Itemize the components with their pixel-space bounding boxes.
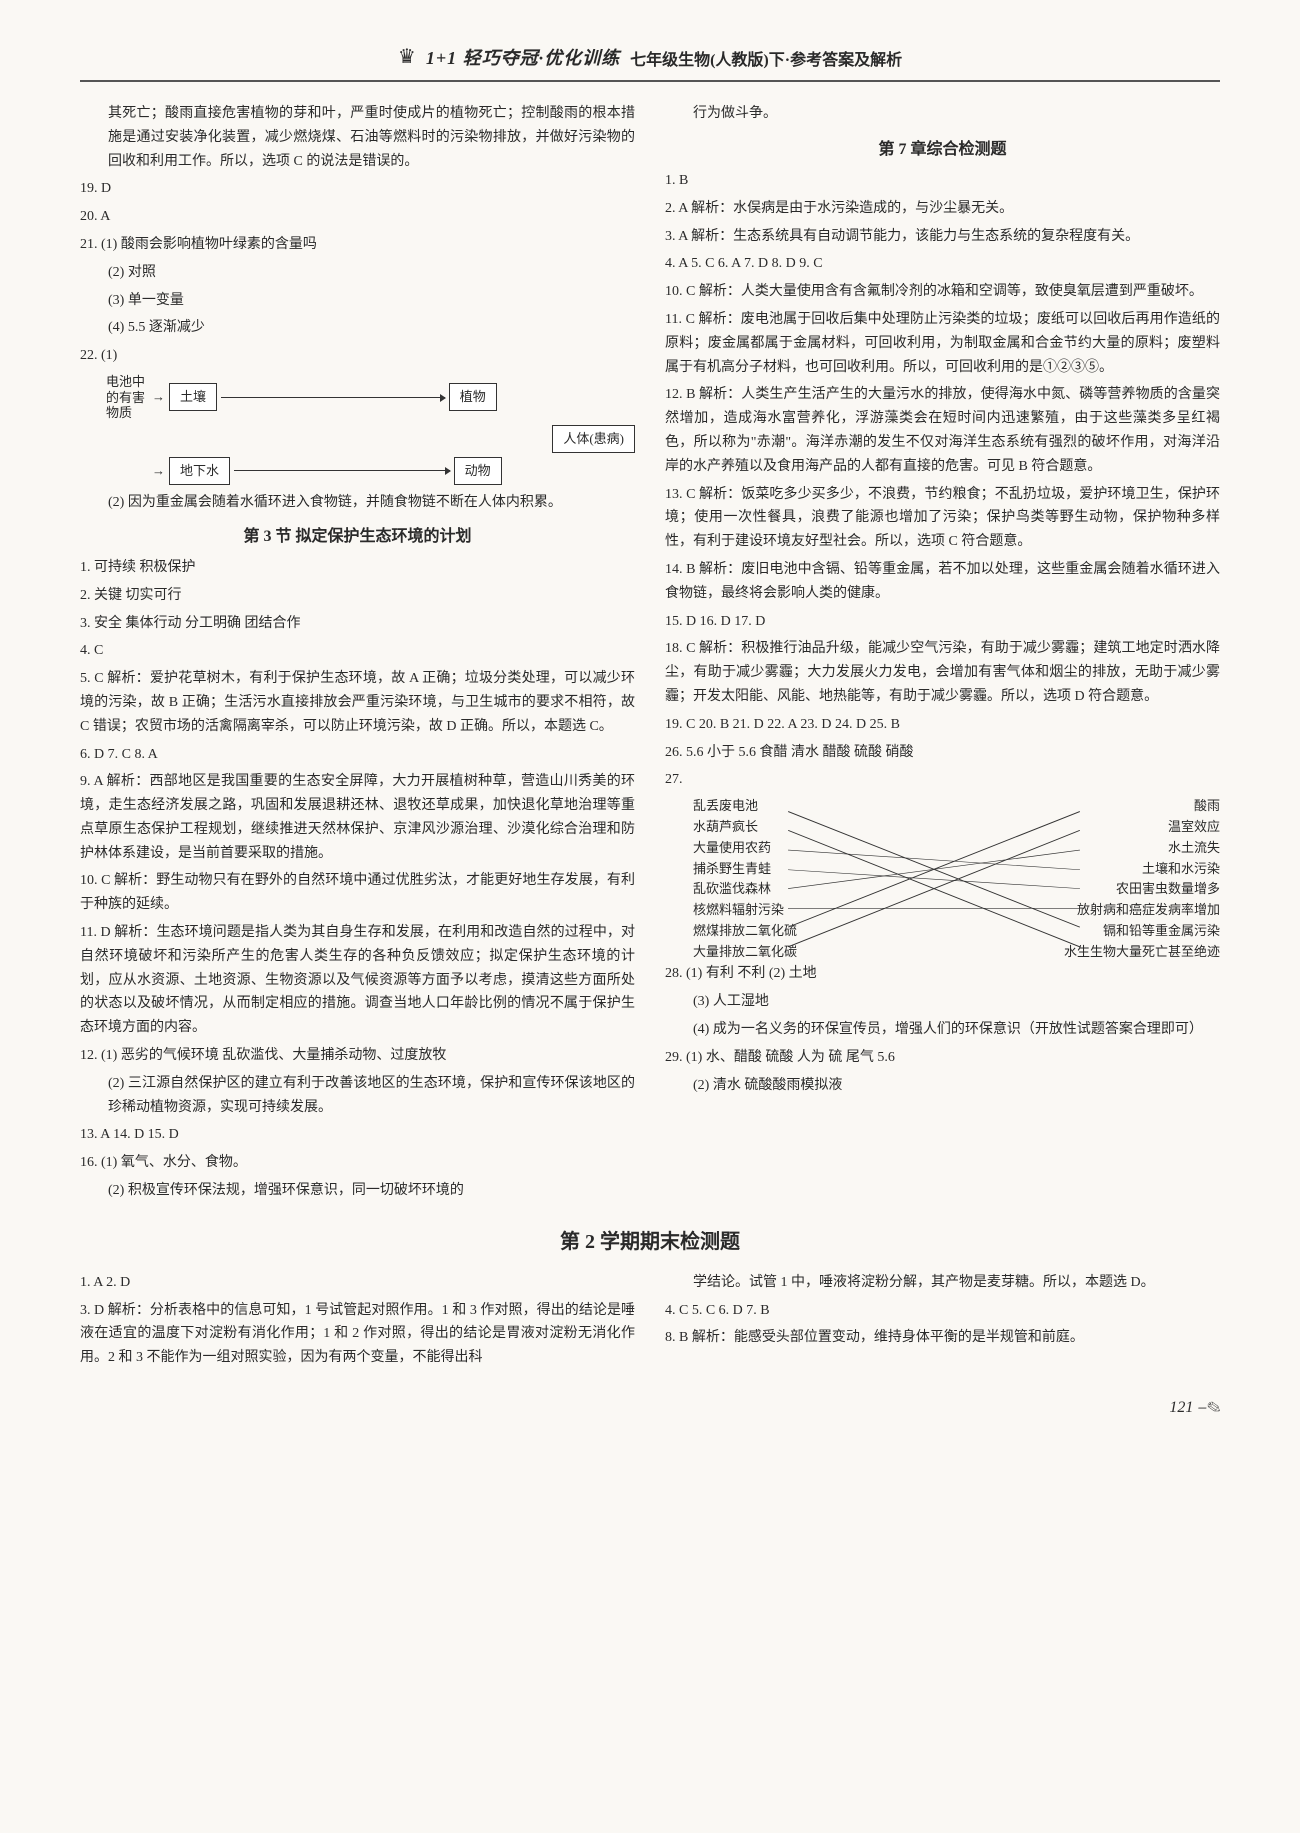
para: 其死亡；酸雨直接危害植物的芽和叶，严重时使成片的植物死亡；控制酸雨的根本措施是通… xyxy=(80,102,635,173)
page-number: 121 ⎯✎ xyxy=(80,1394,1220,1421)
answer-item: (4) 成为一名义务的环保宣传员，增强人们的环保意识（开放性试题答案合理即可） xyxy=(665,1018,1220,1042)
match-right: 温室效应 xyxy=(1168,817,1220,838)
matching-diagram: 乱丢废电池 酸雨 水葫芦疯长 温室效应 大量使用农药 水土流失 捕杀野生青蛙 土壤和水污… xyxy=(693,796,1220,962)
diagram-label: 电池中的有害物质 xyxy=(106,374,148,421)
arrow-icon: → xyxy=(152,386,165,408)
match-right: 水土流失 xyxy=(1168,838,1220,859)
answer-item: 3. D 解析：分析表格中的信息可知，1 号试管起对照作用。1 和 3 作对照，… xyxy=(80,1299,635,1370)
match-right: 水生生物大量死亡甚至绝迹 xyxy=(1064,942,1220,963)
answer-item: 8. B 解析：能感受头部位置变动，维持身体平衡的是半规管和前庭。 xyxy=(665,1326,1220,1350)
match-left: 乱砍滥伐森林 xyxy=(693,879,771,900)
answer-item: (3) 单一变量 xyxy=(80,289,635,313)
match-right: 酸雨 xyxy=(1194,796,1220,817)
answer-item: 10. C 解析：人类大量使用含有含氟制冷剂的冰箱和空调等，致使臭氧层遭到严重破… xyxy=(665,280,1220,304)
answer-item: 3. A 解析：生态系统具有自动调节能力，该能力与生态系统的复杂程度有关。 xyxy=(665,225,1220,249)
answer-item: 1. A 2. D xyxy=(80,1271,635,1295)
answer-item: (2) 对照 xyxy=(80,261,635,285)
answer-item: 4. C 5. C 6. D 7. B xyxy=(665,1299,1220,1323)
diagram-node: 地下水 xyxy=(169,457,230,485)
answer-item: (2) 三江源自然保护区的建立有利于改善该地区的生态环境，保护和宣传环保该地区的… xyxy=(80,1072,635,1120)
connection-lines xyxy=(788,802,1080,956)
answer-item: (4) 5.5 逐渐减少 xyxy=(80,316,635,340)
answer-item: 12. B 解析：人类生产生活产生的大量污水的排放，使得海水中氮、磷等营养物质的… xyxy=(665,383,1220,478)
answer-item: 13. C 解析：饭菜吃多少买多少，不浪费，节约粮食；不乱扔垃圾，爱护环境卫生，… xyxy=(665,483,1220,554)
answer-item: 2. 关键 切实可行 xyxy=(80,584,635,608)
flow-diagram: 电池中的有害物质 → 土壤 植物 人体(患病) → 地下水 动物 xyxy=(106,374,635,485)
answer-item: 26. 5.6 小于 5.6 食醋 清水 醋酸 硫酸 硝酸 xyxy=(665,741,1220,765)
answer-item: 16. (1) 氧气、水分、食物。 xyxy=(80,1151,635,1175)
answer-item: 6. D 7. C 8. A xyxy=(80,743,635,767)
answer-item: 19. C 20. B 21. D 22. A 23. D 24. D 25. … xyxy=(665,713,1220,737)
arrow-icon xyxy=(234,470,450,471)
answer-item: 11. C 解析：废电池属于回收后集中处理防止污染类的垃圾；废纸可以回收后再用作… xyxy=(665,308,1220,379)
answer-item: 22. (1) xyxy=(80,344,635,368)
answer-item: 19. D xyxy=(80,177,635,201)
answer-item: 3. 安全 集体行动 分工明确 团结合作 xyxy=(80,612,635,636)
match-left: 乱丢废电池 xyxy=(693,796,758,817)
answer-item: 5. C 解析：爱护花草树木，有利于保护生态环境，故 A 正确；垃圾分类处理，可… xyxy=(80,667,635,738)
answer-item: (3) 人工湿地 xyxy=(665,990,1220,1014)
exam-right-column: 学结论。试管 1 中，唾液将淀粉分解，其产物是麦芽糖。所以，本题选 D。 4. … xyxy=(665,1271,1220,1374)
page-number-value: 121 xyxy=(1169,1399,1193,1416)
arrow-icon xyxy=(221,397,445,398)
arrow-icon: → xyxy=(152,460,165,482)
answer-item: 1. 可持续 积极保护 xyxy=(80,556,635,580)
answer-item: 学结论。试管 1 中，唾液将淀粉分解，其产物是麦芽糖。所以，本题选 D。 xyxy=(665,1271,1220,1295)
answer-item: 13. A 14. D 15. D xyxy=(80,1123,635,1147)
answer-item: 2. A 解析：水俣病是由于水污染造成的，与沙尘暴无关。 xyxy=(665,197,1220,221)
match-right: 放射病和癌症发病率增加 xyxy=(1077,900,1220,921)
answer-item: 11. D 解析：生态环境问题是指人类为其自身生存和发展，在利用和改造自然的过程… xyxy=(80,921,635,1040)
main-columns: 其死亡；酸雨直接危害植物的芽和叶，严重时使成片的植物死亡；控制酸雨的根本措施是通… xyxy=(80,102,1220,1207)
diagram-node: 人体(患病) xyxy=(552,425,635,453)
exam-columns: 1. A 2. D 3. D 解析：分析表格中的信息可知，1 号试管起对照作用。… xyxy=(80,1271,1220,1374)
left-column: 其死亡；酸雨直接危害植物的芽和叶，严重时使成片的植物死亡；控制酸雨的根本措施是通… xyxy=(80,102,635,1207)
page-deco-icon: ⎯✎ xyxy=(1197,1399,1220,1416)
match-left: 大量使用农药 xyxy=(693,838,771,859)
page-header: ♛ 1+1 轻巧夺冠·优化训练 七年级生物(人教版)下·参考答案及解析 xyxy=(80,40,1220,82)
match-right: 镉和铅等重金属污染 xyxy=(1103,921,1220,942)
answer-item: 行为做斗争。 xyxy=(665,102,1220,126)
section-title: 第 7 章综合检测题 xyxy=(665,136,1220,163)
answer-item: 15. D 16. D 17. D xyxy=(665,610,1220,634)
match-left: 大量排放二氧化碳 xyxy=(693,942,797,963)
match-right: 土壤和水污染 xyxy=(1142,859,1220,880)
answer-item: 29. (1) 水、醋酸 硫酸 人为 硫 尾气 5.6 xyxy=(665,1046,1220,1070)
match-left: 捕杀野生青蛙 xyxy=(693,859,771,880)
answer-item: 20. A xyxy=(80,205,635,229)
match-right: 农田害虫数量增多 xyxy=(1116,879,1220,900)
crown-icon: ♛ xyxy=(398,40,416,74)
answer-item: 9. A 解析：西部地区是我国重要的生态安全屏障，大力开展植树种草，营造山川秀美… xyxy=(80,770,635,865)
header-brand: 1+1 轻巧夺冠·优化训练 xyxy=(426,43,620,74)
answer-item: 4. C xyxy=(80,639,635,663)
match-left: 核燃料辐射污染 xyxy=(693,900,784,921)
answer-item: 28. (1) 有利 不利 (2) 土地 xyxy=(665,962,1220,986)
answer-item: 21. (1) 酸雨会影响植物叶绿素的含量吗 xyxy=(80,233,635,257)
match-left: 水葫芦疯长 xyxy=(693,817,758,838)
section-title: 第 3 节 拟定保护生态环境的计划 xyxy=(80,523,635,550)
diagram-node: 动物 xyxy=(454,457,502,485)
answer-item: (2) 清水 硫酸酸雨模拟液 xyxy=(665,1074,1220,1098)
answer-item: 27. xyxy=(665,768,1220,792)
answer-item: (2) 因为重金属会随着水循环进入食物链，并随食物链不断在人体内积累。 xyxy=(80,491,635,515)
diagram-node: 植物 xyxy=(449,383,497,411)
answer-item: 12. (1) 恶劣的气候环境 乱砍滥伐、大量捕杀动物、过度放牧 xyxy=(80,1044,635,1068)
match-left: 燃煤排放二氧化硫 xyxy=(693,921,797,942)
answer-item: 18. C 解析：积极推行油品升级，能减少空气污染，有助于减少雾霾；建筑工地定时… xyxy=(665,637,1220,708)
header-sub: 七年级生物(人教版)下·参考答案及解析 xyxy=(630,47,902,74)
answer-item: 10. C 解析：野生动物只有在野外的自然环境中通过优胜劣汰，才能更好地生存发展… xyxy=(80,869,635,917)
answer-item: 4. A 5. C 6. A 7. D 8. D 9. C xyxy=(665,252,1220,276)
answer-item: 14. B 解析：废旧电池中含镉、铅等重金属，若不加以处理，这些重金属会随着水循… xyxy=(665,558,1220,606)
diagram-node: 土壤 xyxy=(169,383,217,411)
answer-item: (2) 积极宣传环保法规，增强环保意识，同一切破坏环境的 xyxy=(80,1179,635,1203)
answer-item: 1. B xyxy=(665,169,1220,193)
exam-left-column: 1. A 2. D 3. D 解析：分析表格中的信息可知，1 号试管起对照作用。… xyxy=(80,1271,635,1374)
section-title: 第 2 学期期末检测题 xyxy=(80,1225,1220,1259)
right-column: 行为做斗争。 第 7 章综合检测题 1. B 2. A 解析：水俣病是由于水污染… xyxy=(665,102,1220,1207)
